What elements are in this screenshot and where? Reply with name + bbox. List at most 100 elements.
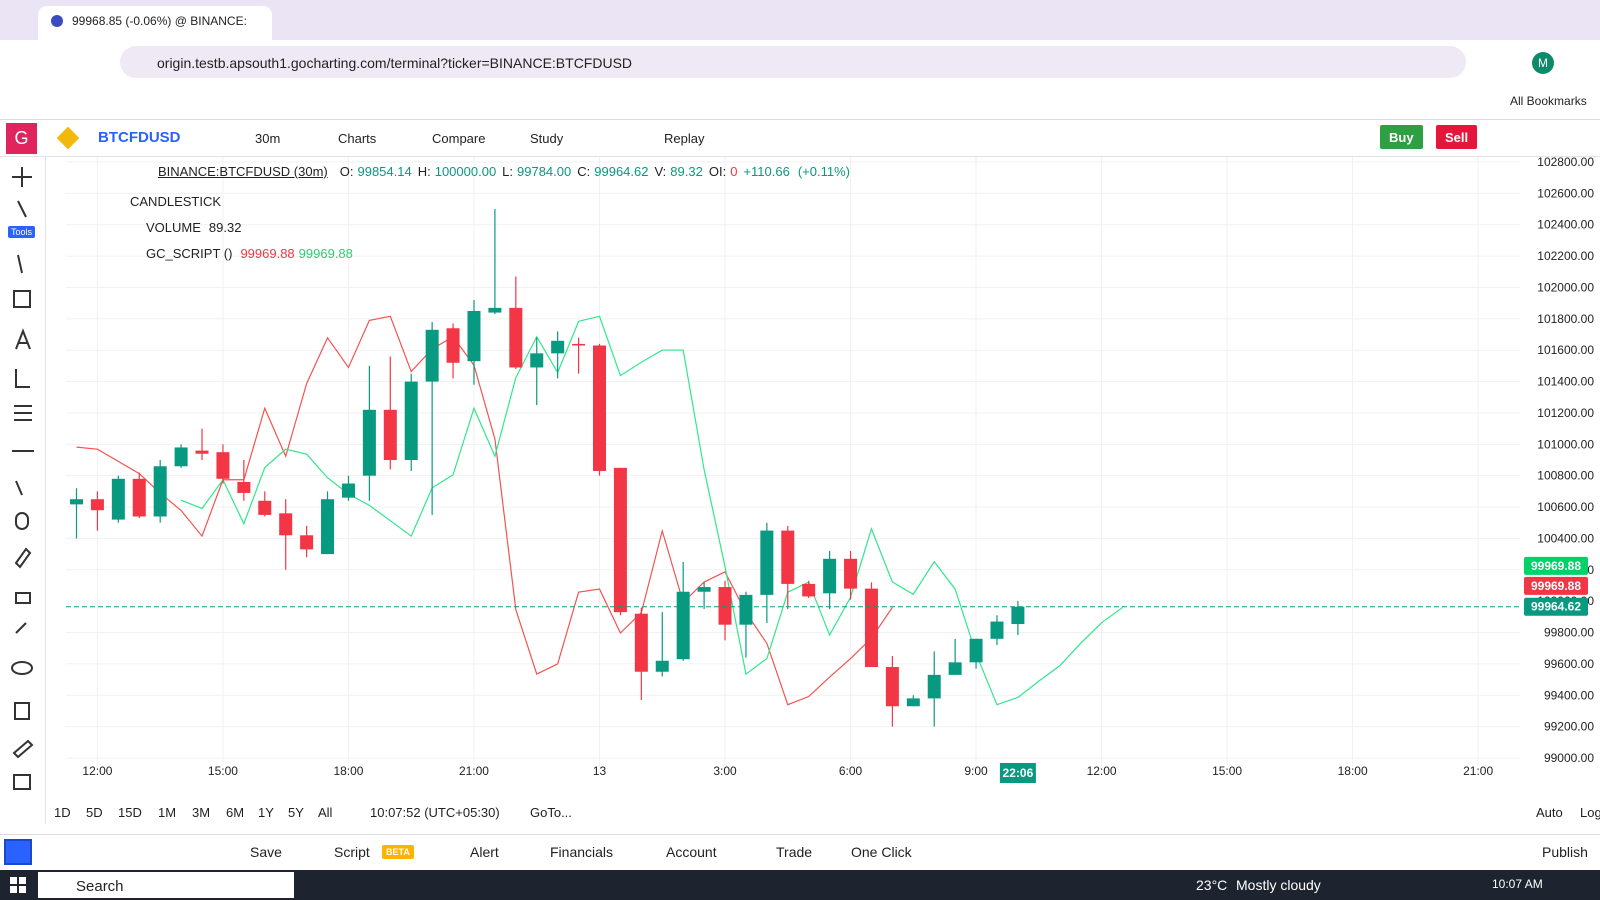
candle-body (467, 311, 481, 362)
timeframe[interactable]: 6M (226, 805, 245, 820)
timeframe[interactable]: 5Y (288, 805, 304, 820)
indicator-value: 99969.88 (298, 246, 353, 261)
x-tick-label: 12:00 (1087, 764, 1117, 778)
x-tick-label: 18:00 (333, 764, 363, 778)
x-tick-label: 6:00 (839, 764, 863, 778)
timeframe[interactable]: 15D (118, 805, 142, 820)
x-tick-label: 18:00 (1338, 764, 1368, 778)
candle-body (613, 467, 627, 613)
timeframe[interactable]: 1Y (258, 805, 274, 820)
scale-mode[interactable]: Log (1580, 805, 1600, 820)
toolbar-item[interactable]: Charts (338, 131, 377, 146)
toolbar-item[interactable]: Replay (664, 131, 705, 146)
price-tag-label: 99969.88 (1531, 579, 1581, 593)
timeframe[interactable]: All (318, 805, 333, 820)
bottom-item[interactable]: One Click (851, 844, 912, 860)
bottom-item[interactable]: Save (250, 844, 282, 860)
bottom-item[interactable]: Financials (550, 844, 614, 860)
bottom-item[interactable]: Alert (470, 844, 499, 860)
candle-body (132, 478, 146, 517)
x-tick-label: 15:00 (1212, 764, 1242, 778)
legend-key: O: (339, 164, 354, 179)
url: origin.testb.apsouth1.gocharting.com/ter… (157, 55, 633, 71)
sell-button[interactable]: Sell (1436, 125, 1478, 149)
start-button[interactable] (10, 877, 26, 893)
timeframe[interactable]: 5D (86, 805, 103, 820)
price-tag-label: 99969.88 (1531, 559, 1581, 573)
tab-title: 99968.85 (-0.06%) @ BINANCE: (72, 14, 247, 28)
candle-body (927, 674, 941, 699)
indicator-name[interactable]: CANDLESTICK (130, 194, 222, 209)
timeframe[interactable]: 1D (54, 805, 71, 820)
y-tick-label: 102200.00 (1537, 249, 1594, 263)
indicator-name[interactable]: GC_SCRIPT () (146, 246, 233, 261)
legend-value: 99854.14 (357, 164, 412, 179)
y-tick-label: 100600.00 (1537, 500, 1594, 514)
timeframe[interactable]: 1M (158, 805, 177, 820)
layout-button[interactable] (4, 839, 32, 865)
x-tick-label: 12:00 (82, 764, 112, 778)
candle-body (760, 530, 774, 595)
buy-button[interactable]: Buy (1380, 125, 1423, 149)
candle-body (634, 613, 648, 672)
weather-text: Mostly cloudy (1236, 877, 1321, 893)
legend-value: 89.32 (670, 164, 703, 179)
all-bookmarks[interactable]: All Bookmarks (1510, 94, 1587, 108)
bottom-item[interactable]: Trade (776, 844, 813, 860)
candle-body (425, 329, 439, 382)
browser-tab[interactable]: 99968.85 (-0.06%) @ BINANCE: (38, 6, 272, 40)
candle-body (174, 447, 188, 467)
candle-body (948, 662, 962, 675)
y-tick-label: 99000.00 (1544, 751, 1594, 765)
candle-body (300, 535, 314, 550)
legend-value: 0 (730, 164, 738, 179)
timeframe[interactable]: 3M (192, 805, 211, 820)
candle-body (676, 591, 690, 660)
y-tick-label: 99400.00 (1544, 688, 1594, 702)
y-tick-label: 102400.00 (1537, 218, 1594, 232)
x-tick-label: 21:00 (1463, 764, 1493, 778)
price-tag-label: 99964.62 (1531, 600, 1581, 614)
indicator-row: VOLUME 89.32 (146, 220, 245, 235)
tab-icon (51, 15, 63, 27)
left-toolbar: Tools (0, 157, 46, 824)
indicator-line (180, 315, 1123, 706)
toolbar-item[interactable]: Compare (432, 131, 486, 146)
candle-body (655, 660, 669, 672)
profile[interactable]: M (1532, 52, 1554, 74)
legend-row: BINANCE:BTCFDUSD (30m) O: 99854.14 H: 100000… (158, 164, 850, 179)
goto[interactable]: GoTo... (530, 805, 572, 820)
bottom-item[interactable]: Script (334, 844, 370, 860)
publish[interactable]: Publish (1542, 844, 1588, 860)
candle-body (1011, 606, 1025, 625)
clock: 10:07 AM (1492, 877, 1543, 891)
legend-key: H: (417, 164, 431, 179)
legend-change-pct: (+0.11%) (797, 164, 850, 179)
logo[interactable]: G (6, 123, 37, 154)
scale-mode[interactable]: Auto (1536, 805, 1563, 820)
candle-body (404, 381, 418, 460)
interval[interactable]: 30m (255, 131, 281, 146)
candle-body (990, 621, 1004, 639)
y-tick-label: 102600.00 (1537, 186, 1594, 200)
symbol[interactable]: BTCFDUSD (98, 129, 181, 146)
timeframe-bar: 1D 5D 15D 1M 3M 6M 1Y 5Y All 10:07:52 (UTC+05:30)… (46, 802, 1600, 824)
indicator-line (76, 315, 893, 706)
y-tick-label: 99600.00 (1544, 657, 1594, 671)
candle-body (446, 328, 460, 363)
legend-change: +110.66 (743, 164, 790, 179)
chart: 102800.00 102600.00 102400.00 102200.00 1020… (66, 157, 1600, 802)
url-field[interactable]: origin.testb.apsouth1.gocharting.com/ter… (120, 46, 1466, 78)
candle-body (718, 587, 732, 625)
toolbar-item[interactable]: Study (530, 131, 564, 146)
indicator-name[interactable]: VOLUME (146, 220, 201, 235)
candle-body (864, 588, 878, 668)
indicator-row: CANDLESTICK (130, 194, 229, 209)
bottom-item[interactable]: Account (666, 844, 717, 860)
legend-symbol[interactable]: BINANCE:BTCFDUSD (30m) (158, 164, 328, 179)
search-box[interactable]: Search (38, 872, 294, 898)
candle-body (906, 698, 920, 707)
legend-value: 100000.00 (434, 164, 497, 179)
beta-badge: BETA (382, 845, 414, 859)
